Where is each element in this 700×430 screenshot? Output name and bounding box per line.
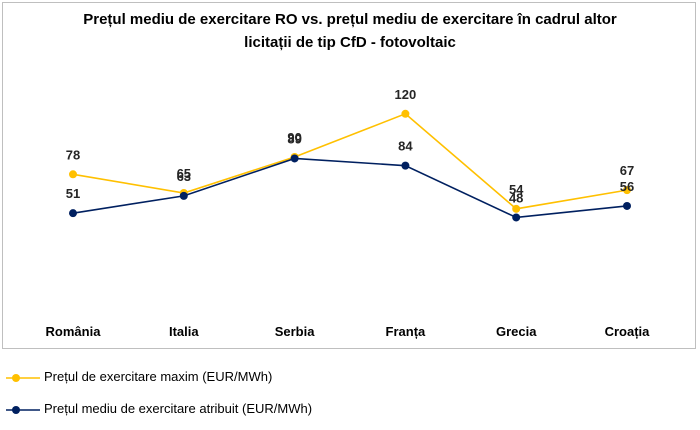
x-tick-label: Franța: [386, 324, 427, 339]
data-point: [512, 213, 521, 222]
data-point: [623, 201, 631, 210]
legend-marker-maxim: [6, 374, 40, 382]
data-label: 65: [177, 166, 191, 181]
data-label: 90: [287, 130, 301, 145]
data-label: 78: [66, 147, 80, 162]
data-point: [69, 170, 77, 179]
legend-label-maxim: Prețul de exercitare maxim (EUR/MWh): [44, 369, 273, 384]
data-point: [179, 191, 188, 200]
data-point: [512, 204, 521, 213]
x-tick-label: Serbia: [275, 324, 316, 339]
data-label: 67: [620, 163, 634, 178]
legend-label-atribuit: Prețul mediu de exercitare atribuit (EUR…: [44, 401, 313, 416]
data-label: 51: [66, 186, 80, 201]
data-point: [290, 154, 299, 163]
data-point: [401, 109, 410, 118]
series-line-0: [72, 112, 628, 210]
x-tick-label: România: [46, 324, 102, 339]
chart-frame: [2, 2, 696, 349]
series-line-1: [72, 157, 628, 219]
x-tick-label: Croația: [605, 324, 651, 339]
x-tick-label: Italia: [169, 324, 199, 339]
data-point: [401, 161, 410, 170]
data-point: [623, 186, 631, 195]
data-label: 120: [395, 87, 417, 102]
data-point: [69, 209, 77, 218]
legend-marker-atribuit: [6, 406, 40, 414]
data-label: 89: [287, 131, 301, 146]
data-label: 63: [177, 169, 191, 184]
legend-item-atribuit: Prețul mediu de exercitare atribuit (EUR…: [0, 398, 700, 422]
x-tick-label: Grecia: [496, 324, 537, 339]
data-label: 84: [398, 139, 413, 154]
legend-item-maxim: Prețul de exercitare maxim (EUR/MWh): [0, 366, 700, 390]
line-chart: 78 65 90 120 54 67 51 63 89 84 48 56 România Italia Se…: [46, 87, 651, 339]
data-label: 56: [620, 179, 634, 194]
data-label: 48: [509, 190, 523, 205]
chart-title: Prețul mediu de exercitare RO vs. prețul…: [83, 11, 617, 51]
data-label: 54: [509, 182, 524, 197]
